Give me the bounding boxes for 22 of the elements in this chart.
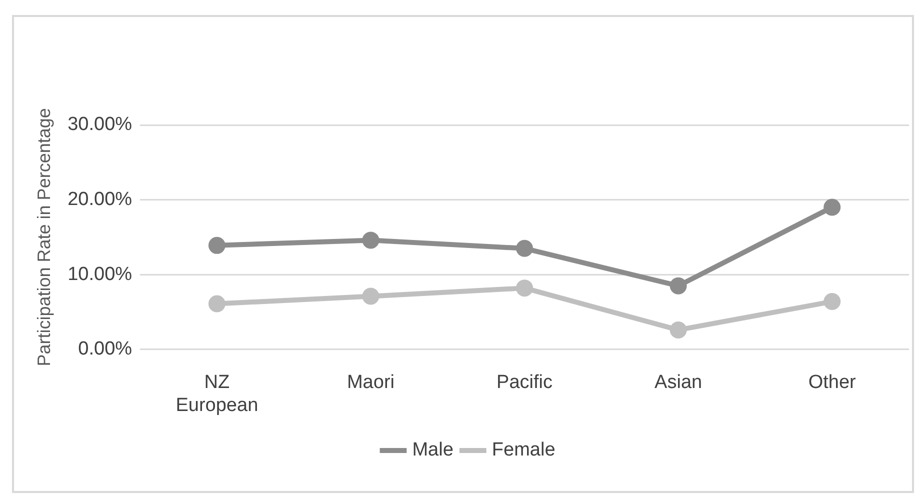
point (208, 236, 226, 254)
y-tick-label: 10.00% (68, 264, 132, 285)
legend-label: Female (492, 440, 556, 461)
x-tick-label: Other (808, 372, 857, 394)
point (670, 277, 687, 294)
point (516, 240, 534, 257)
point (824, 293, 841, 310)
x-tick-label: Asian (654, 372, 702, 394)
x-tick-label: Pacific (496, 372, 553, 394)
point (516, 280, 534, 297)
point (824, 198, 841, 216)
point (208, 295, 226, 312)
legend-label: Male (412, 440, 454, 461)
point (670, 321, 687, 338)
y-tick-label: 30.00% (68, 114, 132, 136)
y-tick-label: 0.00% (78, 338, 132, 360)
x-tick-label: Maori (346, 372, 394, 394)
y-axis-title: Participation Rate in Percentage (34, 108, 54, 366)
y-tick-label: 20.00% (68, 189, 132, 210)
point (362, 232, 380, 249)
point (362, 288, 380, 305)
x-tick-label: NZ European (176, 372, 258, 416)
